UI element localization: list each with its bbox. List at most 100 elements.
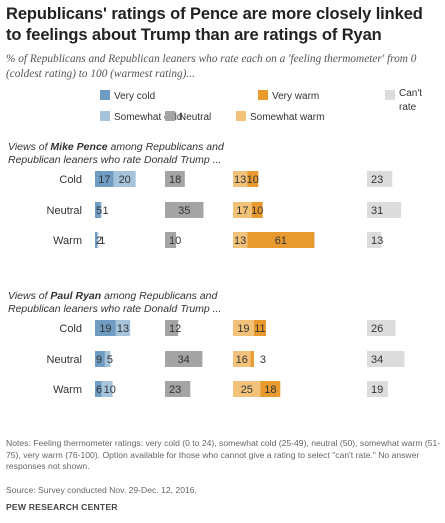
bar-1-neutral-very-cold [95,202,101,218]
legend-label-somewhat-warm: Somewhat warm [250,112,324,123]
bar-label-2-neutral-somewhat-warm: 16 [236,354,248,366]
bar-label-2-neutral-very-cold: 9 [96,354,102,366]
legend-label-somewhat-cold: Somewhat cold [114,112,182,123]
row-label-2-warm: Warm [53,384,82,396]
chart-source: Source: Survey conducted Nov. 29-Dec. 12… [6,485,197,495]
bar-2-warm-neutral [165,381,191,397]
chart-subtitle: % of Republicans and Republican leaners … [6,53,417,80]
bar-label-1-cold-neutral: 18 [169,174,181,186]
legend-label-very-cold: Very cold [114,91,155,102]
row-label-1-neutral: Neutral [47,205,82,217]
bar-label-1-neutral-somewhat-cold: 1 [103,205,109,217]
bar-label-2-neutral-cant-rate: 34 [371,354,383,366]
bar-label-1-cold-very-warm: 10 [247,174,259,186]
bar-label-2-cold-somewhat-cold: 13 [117,323,129,335]
bar-1-cold-neutral [165,171,185,187]
bar-label-2-warm-very-warm: 18 [264,384,276,396]
bar-label-1-warm-very-warm: 61 [275,235,287,247]
bar-2-neutral-cant-rate [367,351,405,367]
panel-heading-1-line2: Republican leaners who rate Donald Trump… [8,154,221,166]
chart-notes: Notes: Feeling thermometer ratings: very… [6,438,441,471]
legend-label-cant-rate: Can't [399,88,422,99]
bar-1-neutral-somewhat-cold [100,202,102,218]
chart-credit: PEW RESEARCH CENTER [6,502,118,512]
bar-1-cold-very-warm [247,171,259,187]
legend-swatch-very-warm [258,90,268,100]
panel-heading-1: Views of Mike Pence among Republicans an… [8,141,225,153]
bar-label-1-cold-somewhat-cold: 20 [119,174,131,186]
row-label-1-cold: Cold [59,174,82,186]
bar-label-1-neutral-very-warm: 10 [251,205,263,217]
bar-label-1-warm-neutral: 10 [169,235,181,247]
bar-label-2-warm-somewhat-warm: 25 [241,384,253,396]
bar-label-2-cold-neutral: 12 [169,323,181,335]
bar-label-1-neutral-somewhat-warm: 17 [236,205,248,217]
bar-label-2-warm-neutral: 23 [169,384,181,396]
bar-label-2-neutral-somewhat-cold: 5 [107,354,113,366]
legend-swatch-somewhat-warm [236,111,246,121]
chart-canvas: Very cold Very warm Can't rate Somewhat cold… [8,88,422,397]
legend-swatch-somewhat-cold [100,111,110,121]
bar-2-warm-cant-rate [367,381,388,397]
bar-2-cold-very-cold [95,320,116,336]
bar-label-2-cold-very-cold: 19 [99,323,111,335]
bar-1-neutral-somewhat-warm [233,202,252,218]
bar-label-1-warm-very-cold: 2 [96,235,102,247]
bar-1-cold-cant-rate [367,171,393,187]
bar-label-1-neutral-very-cold: 5 [96,205,102,217]
bar-2-neutral-somewhat-cold [104,351,111,367]
bar-1-cold-somewhat-cold [113,171,136,187]
bar-label-2-warm-cant-rate: 19 [371,384,383,396]
panel-heading-2: Views of Paul Ryan among Republicans and [8,290,219,302]
bar-label-2-warm-very-cold: 6 [96,384,102,396]
bar-label-1-warm-cant-rate: 13 [371,235,383,247]
bar-label-1-warm-somewhat-warm: 13 [234,235,246,247]
bar-label-1-warm-somewhat-cold: 1 [99,235,105,247]
bar-2-cold-neutral [165,320,179,336]
legend-swatch-cant-rate [385,90,395,100]
bar-2-cold-somewhat-warm [233,320,254,336]
bar-2-cold-cant-rate [367,320,396,336]
bar-2-cold-very-warm [253,320,266,336]
bar-1-warm-very-warm [247,232,315,248]
bar-2-neutral-somewhat-warm [233,351,251,367]
chart-title: Republicans' ratings of Pence are more c… [6,5,423,44]
panel-heading-2-line2: Republican leaners who rate Donald Trump… [8,303,221,315]
bar-label-2-cold-cant-rate: 26 [371,323,383,335]
bar-1-neutral-cant-rate [367,202,402,218]
row-label-2-cold: Cold [59,323,82,335]
bar-1-warm-very-cold [95,232,98,248]
bar-label-1-neutral-cant-rate: 31 [371,205,383,217]
bar-label-1-cold-cant-rate: 23 [371,174,383,186]
bar-label-2-cold-somewhat-warm: 19 [237,323,249,335]
legend-swatch-neutral [165,111,175,121]
bar-label-2-neutral-neutral: 34 [178,354,190,366]
bar-1-neutral-neutral [165,202,204,218]
legend-label-very-warm: Very warm [272,91,319,102]
bar-1-warm-somewhat-warm [233,232,248,248]
row-label-1-warm: Warm [53,235,82,247]
bar-1-cold-very-cold [95,171,114,187]
bar-label-2-neutral-very-warm: 3 [260,354,266,366]
bar-2-warm-very-cold [95,381,102,397]
bar-2-warm-very-warm [260,381,281,397]
bar-2-neutral-very-cold [95,351,105,367]
legend-label-neutral: Neutral [179,112,211,123]
bar-2-warm-somewhat-cold [101,381,113,397]
legend-label-cant-rate-2: rate [399,102,417,113]
bar-2-warm-somewhat-warm [233,381,261,397]
bar-1-warm-neutral [165,232,176,248]
row-label-2-neutral: Neutral [47,354,82,366]
bar-1-warm-somewhat-cold [97,232,99,248]
bar-label-2-cold-very-warm: 11 [254,323,265,335]
bar-label-1-cold-very-cold: 17 [98,174,110,186]
bar-1-warm-cant-rate [367,232,382,248]
bar-label-1-cold-somewhat-warm: 13 [234,174,246,186]
bar-2-cold-somewhat-cold [115,320,131,336]
bar-1-neutral-very-warm [251,202,263,218]
legend-swatch-very-cold [100,90,110,100]
bar-label-1-neutral-neutral: 35 [178,205,190,217]
bar-label-2-warm-somewhat-cold: 10 [104,384,116,396]
bar-2-neutral-neutral [165,351,203,367]
bar-2-neutral-very-warm [250,351,254,367]
